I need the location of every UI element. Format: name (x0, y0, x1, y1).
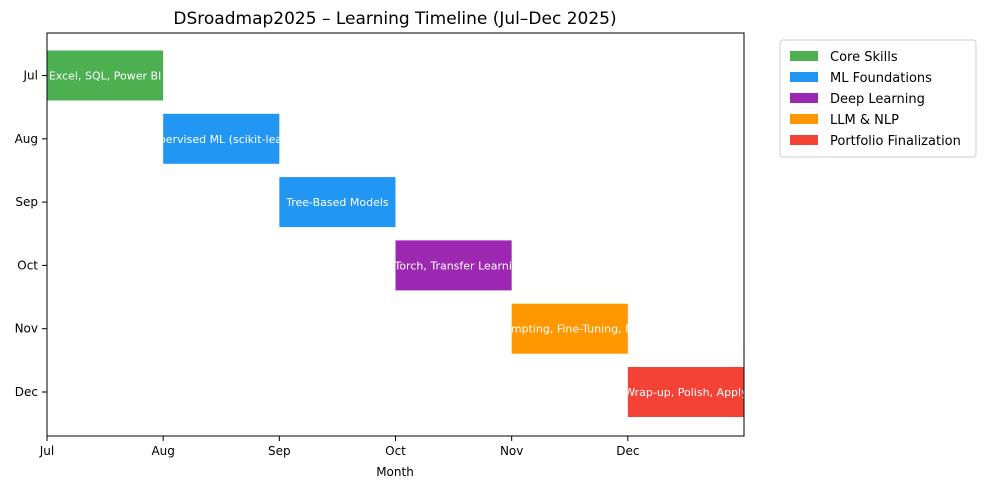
y-tick-label: Jul (23, 69, 38, 83)
y-tick-label: Sep (15, 195, 38, 209)
x-tick-label: Aug (151, 444, 174, 458)
bar-label-oct: PyTorch, Transfer Learning (381, 259, 526, 272)
legend-label: Portfolio Finalization (830, 134, 961, 149)
legend-label: Deep Learning (830, 92, 925, 107)
bar-label-dec: Wrap-up, Polish, Apply (624, 386, 748, 399)
chart-title: DSroadmap2025 – Learning Timeline (Jul–D… (173, 9, 616, 29)
bar-dec (627, 367, 744, 417)
bar-label-sep: Tree-Based Models (285, 196, 389, 209)
legend-swatch (790, 51, 818, 61)
bars-group: Excel, SQL, Power BI Supervised ML (sciki… (47, 50, 748, 417)
legend-frame (779, 39, 977, 158)
bar-label-aug: Supervised ML (scikit-learn) (145, 133, 298, 146)
legend-label: ML Foundations (830, 71, 932, 86)
legend-label: LLM & NLP (830, 113, 899, 128)
bar-label-nov: Prompting, Fine-Tuning, NLP (493, 323, 646, 336)
x-tick-label: Nov (500, 444, 523, 458)
bar-aug (163, 113, 280, 164)
bar-oct (395, 240, 512, 291)
legend-swatch (790, 93, 818, 103)
y-tick-label: Dec (15, 385, 38, 399)
bar-jul (47, 50, 164, 101)
legend-label: Core Skills (830, 50, 898, 65)
bar-nov (511, 303, 628, 354)
bar-sep (279, 177, 396, 228)
legend: Core Skills ML Foundations Deep Learning LL… (779, 39, 977, 158)
x-axis-label: Month (376, 465, 414, 479)
y-tick-label: Aug (15, 132, 38, 146)
x-tick-label: Sep (268, 444, 291, 458)
legend-swatch (790, 72, 818, 82)
legend-swatch (790, 135, 818, 145)
y-tick-label: Nov (15, 322, 38, 336)
x-tick-label: Jul (39, 444, 54, 458)
y-tick-label: Oct (17, 258, 38, 272)
x-tick-label: Oct (385, 444, 406, 458)
legend-swatch (790, 114, 818, 124)
y-axis: Jul Aug Sep Oct Nov Dec (15, 69, 47, 399)
x-tick-label: Dec (616, 444, 639, 458)
bar-label-jul: Excel, SQL, Power BI (49, 70, 161, 83)
x-axis: Jul Aug Sep Oct Nov Dec (39, 436, 639, 458)
